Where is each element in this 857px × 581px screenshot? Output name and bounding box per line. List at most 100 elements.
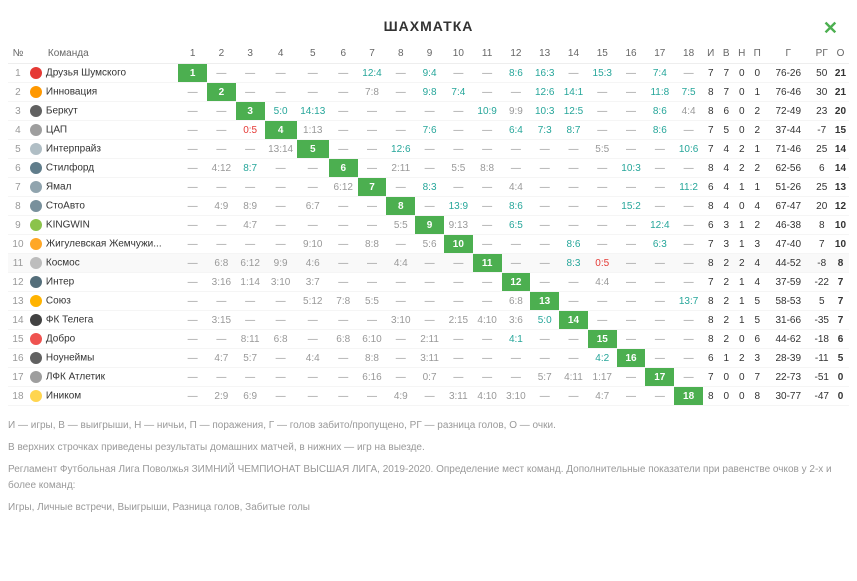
score-cell: — <box>588 216 617 235</box>
score-cell: 12:4 <box>358 64 387 83</box>
table-row[interactable]: 10Жигулевская Жемчужи...————9:10—8:8—5:6… <box>8 235 849 254</box>
table-row[interactable]: 11Космос—6:86:129:94:6——4:4——11——8:30:5—… <box>8 254 849 273</box>
score-cell: 6:8 <box>329 330 358 349</box>
table-row[interactable]: 4ЦАП——0:541:13———7:6——6:47:38:7——8:6—750… <box>8 121 849 140</box>
score-cell: — <box>588 311 617 330</box>
table-row[interactable]: 7Ямал—————6:127—8:3——4:4—————11:2641151-… <box>8 178 849 197</box>
table-row[interactable]: 8СтоАвто—4:98:9—6:7——8—13:9—8:6———15:2——… <box>8 197 849 216</box>
rank-cell: 6 <box>8 159 28 178</box>
stat-points: 21 <box>832 64 849 83</box>
score-cell: — <box>207 235 236 254</box>
stat-losses: 4 <box>749 197 765 216</box>
score-cell: 7:5 <box>674 83 703 102</box>
table-row[interactable]: 17ЛФК Атлетик——————6:16—0:7———5:74:111:1… <box>8 368 849 387</box>
stat-goals: 22-73 <box>765 368 812 387</box>
table-row[interactable]: 6Стилфорд—4:128:7——6—2:11—5:58:8————10:3… <box>8 159 849 178</box>
stat-draws: 1 <box>734 273 750 292</box>
score-cell: — <box>530 216 559 235</box>
score-cell: 5:5 <box>386 216 415 235</box>
score-cell: 4:4 <box>588 273 617 292</box>
diagonal-cell: 9 <box>415 216 444 235</box>
score-cell: 7:4 <box>444 83 473 102</box>
score-cell: — <box>473 330 502 349</box>
table-row[interactable]: 3Беркут——35:014:13—————10:99:910:312:5——… <box>8 102 849 121</box>
score-cell: — <box>207 330 236 349</box>
stat-points: 7 <box>832 273 849 292</box>
rank-cell: 5 <box>8 140 28 159</box>
score-cell: — <box>329 216 358 235</box>
stat-games: 8 <box>703 83 719 102</box>
score-cell: — <box>415 292 444 311</box>
team-icon <box>30 105 42 117</box>
stat-points: 20 <box>832 102 849 121</box>
score-cell: 4:9 <box>386 387 415 406</box>
score-cell: — <box>386 83 415 102</box>
score-cell: — <box>617 292 646 311</box>
table-row[interactable]: 1Друзья Шумского1—————12:4—9:4——8:616:3—… <box>8 64 849 83</box>
table-row[interactable]: 16Ноунеймы—4:75:7—4:4—8:8—3:11—————4:216… <box>8 349 849 368</box>
table-row[interactable]: 15Добро——8:116:8—6:86:10—2:11——4:1——15——… <box>8 330 849 349</box>
score-cell: — <box>178 102 207 121</box>
score-cell: — <box>265 349 297 368</box>
score-cell: — <box>444 254 473 273</box>
stat-points: 12 <box>832 197 849 216</box>
stat-games: 6 <box>703 178 719 197</box>
footer-line: Регламент Футбольная Лига Поволжья ЗИМНИ… <box>8 462 849 494</box>
stat-goals: 58-53 <box>765 292 812 311</box>
table-row[interactable]: 13Союз————5:127:85:5————6:813————13:7821… <box>8 292 849 311</box>
table-row[interactable]: 12Интер—3:161:143:103:7——————12——4:4———7… <box>8 273 849 292</box>
score-cell: 8:6 <box>645 121 674 140</box>
team-icon <box>30 371 42 383</box>
score-cell: — <box>444 273 473 292</box>
stat-wins: 7 <box>718 64 734 83</box>
stat-wins: 4 <box>718 178 734 197</box>
score-cell: — <box>617 235 646 254</box>
table-row[interactable]: 5Интерпрайз———13:145——12:6——————5:5——10:… <box>8 140 849 159</box>
score-cell: — <box>236 64 265 83</box>
col-stat: В <box>718 44 734 64</box>
score-cell: — <box>415 197 444 216</box>
close-icon[interactable]: ✕ <box>823 18 839 39</box>
score-cell: — <box>329 254 358 273</box>
score-cell: — <box>674 273 703 292</box>
stat-diff: -35 <box>812 311 832 330</box>
col-round: 11 <box>473 44 502 64</box>
score-cell: — <box>559 273 588 292</box>
score-cell: 2:11 <box>415 330 444 349</box>
stat-games: 8 <box>703 292 719 311</box>
score-cell: 16:3 <box>530 64 559 83</box>
table-row[interactable]: 2Инновация—2————7:8—9:87:4——12:614:1——11… <box>8 83 849 102</box>
score-cell: — <box>473 178 502 197</box>
stat-diff: 7 <box>812 235 832 254</box>
stat-diff: 20 <box>812 197 832 216</box>
score-cell: 6:9 <box>236 387 265 406</box>
team-cell: ЦАП <box>28 121 178 140</box>
score-cell: — <box>502 349 531 368</box>
rank-cell: 9 <box>8 216 28 235</box>
team-icon <box>30 86 42 98</box>
table-row[interactable]: 18Иником—2:96:9————4:9—3:114:103:10——4:7… <box>8 387 849 406</box>
rank-cell: 16 <box>8 349 28 368</box>
col-stat: Н <box>734 44 750 64</box>
score-cell: 10:6 <box>674 140 703 159</box>
score-cell: — <box>297 83 329 102</box>
stat-games: 7 <box>703 368 719 387</box>
score-cell: 5:7 <box>530 368 559 387</box>
stat-goals: 46-38 <box>765 216 812 235</box>
diagonal-cell: 15 <box>588 330 617 349</box>
col-round: 10 <box>444 44 473 64</box>
stat-diff: 25 <box>812 140 832 159</box>
score-cell: 6:10 <box>358 330 387 349</box>
stat-losses: 3 <box>749 235 765 254</box>
stat-diff: 30 <box>812 83 832 102</box>
score-cell: 4:2 <box>588 349 617 368</box>
stat-losses: 2 <box>749 216 765 235</box>
score-cell: 2:15 <box>444 311 473 330</box>
table-row[interactable]: 9KINGWIN——4:7————5:599:13—6:5————12:4—63… <box>8 216 849 235</box>
stat-draws: 0 <box>734 387 750 406</box>
rank-cell: 8 <box>8 197 28 216</box>
score-cell: — <box>329 368 358 387</box>
table-row[interactable]: 14ФК Телега—3:15—————3:10—2:154:103:65:0… <box>8 311 849 330</box>
team-cell: ЛФК Атлетик <box>28 368 178 387</box>
score-cell: — <box>358 159 387 178</box>
